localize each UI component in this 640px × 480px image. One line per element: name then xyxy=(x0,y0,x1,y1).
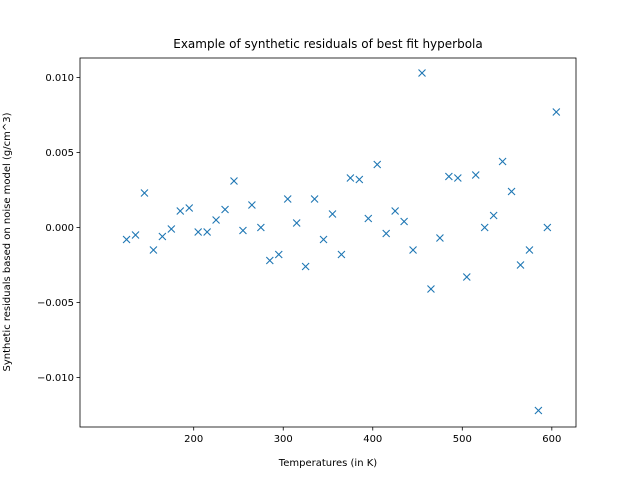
x-tick-label: 400 xyxy=(363,434,382,445)
data-point-marker xyxy=(230,177,238,185)
data-point-marker xyxy=(516,261,525,269)
x-tick-label: 200 xyxy=(184,434,203,445)
data-point-marker xyxy=(167,225,176,233)
data-point-marker xyxy=(364,214,373,223)
data-point-marker xyxy=(436,234,444,242)
x-tick-label: 300 xyxy=(274,434,293,445)
data-point-marker xyxy=(131,231,140,239)
data-point-marker xyxy=(471,171,480,179)
y-tick-label: −0.010 xyxy=(37,373,74,384)
data-point-marker xyxy=(418,69,426,77)
data-point-marker xyxy=(409,246,417,254)
data-point-marker xyxy=(176,207,185,215)
data-point-marker xyxy=(507,187,516,196)
chart-title: Example of synthetic residuals of best f… xyxy=(173,37,483,51)
data-point-marker xyxy=(328,210,337,218)
data-point-marker xyxy=(337,250,346,259)
data-point-marker xyxy=(373,160,382,169)
data-point-marker xyxy=(480,223,489,232)
data-point-marker xyxy=(185,204,194,212)
data-point-marker xyxy=(319,235,328,244)
data-point-marker xyxy=(427,285,435,293)
y-axis-label: Synthetic residuals based on noise model… xyxy=(2,112,13,371)
data-point-marker xyxy=(391,207,400,215)
data-point-marker xyxy=(221,205,229,214)
data-point-marker xyxy=(382,229,391,238)
data-point-marker xyxy=(149,246,158,254)
data-point-marker xyxy=(489,211,498,220)
data-point-marker xyxy=(122,235,131,244)
data-point-marker xyxy=(256,223,265,232)
data-point-marker xyxy=(453,174,462,182)
data-point-marker xyxy=(140,189,149,197)
y-tick-label: 0.000 xyxy=(45,223,74,234)
data-point-marker xyxy=(292,219,301,227)
x-axis: 200 300 400 500 600 xyxy=(184,427,561,445)
plot-area-frame xyxy=(79,57,577,428)
data-point-marker xyxy=(310,195,319,203)
y-axis: −0.010 −0.005 0.000 0.005 0.010 xyxy=(37,73,80,384)
data-point-marker xyxy=(552,108,561,116)
data-point-marker xyxy=(543,223,552,232)
data-point-marker xyxy=(462,273,471,281)
data-point-marker xyxy=(444,172,453,181)
y-tick-label: 0.005 xyxy=(45,148,74,159)
data-point-marker xyxy=(203,228,212,236)
data-point-marker xyxy=(212,216,220,224)
x-tick-label: 500 xyxy=(453,434,472,445)
y-tick-label: 0.010 xyxy=(45,73,74,84)
x-tick-label: 600 xyxy=(542,434,561,445)
data-point-marker xyxy=(274,250,283,259)
data-point-marker xyxy=(248,201,256,209)
data-point-marker xyxy=(355,175,364,184)
data-point-marker xyxy=(194,228,203,236)
y-tick-label: −0.005 xyxy=(37,298,74,309)
data-point-marker xyxy=(498,157,507,166)
data-point-marker xyxy=(283,195,292,203)
data-point-marker xyxy=(534,406,543,415)
data-point-marker xyxy=(239,226,247,235)
x-axis-label: Temperatures (in K) xyxy=(278,458,377,469)
data-point-marker xyxy=(265,256,274,265)
data-point-marker xyxy=(400,217,408,226)
data-point-marker xyxy=(346,174,355,182)
data-point-marker xyxy=(158,232,167,241)
data-point-marker xyxy=(301,262,310,271)
data-points xyxy=(122,69,561,415)
data-point-marker xyxy=(525,246,534,254)
